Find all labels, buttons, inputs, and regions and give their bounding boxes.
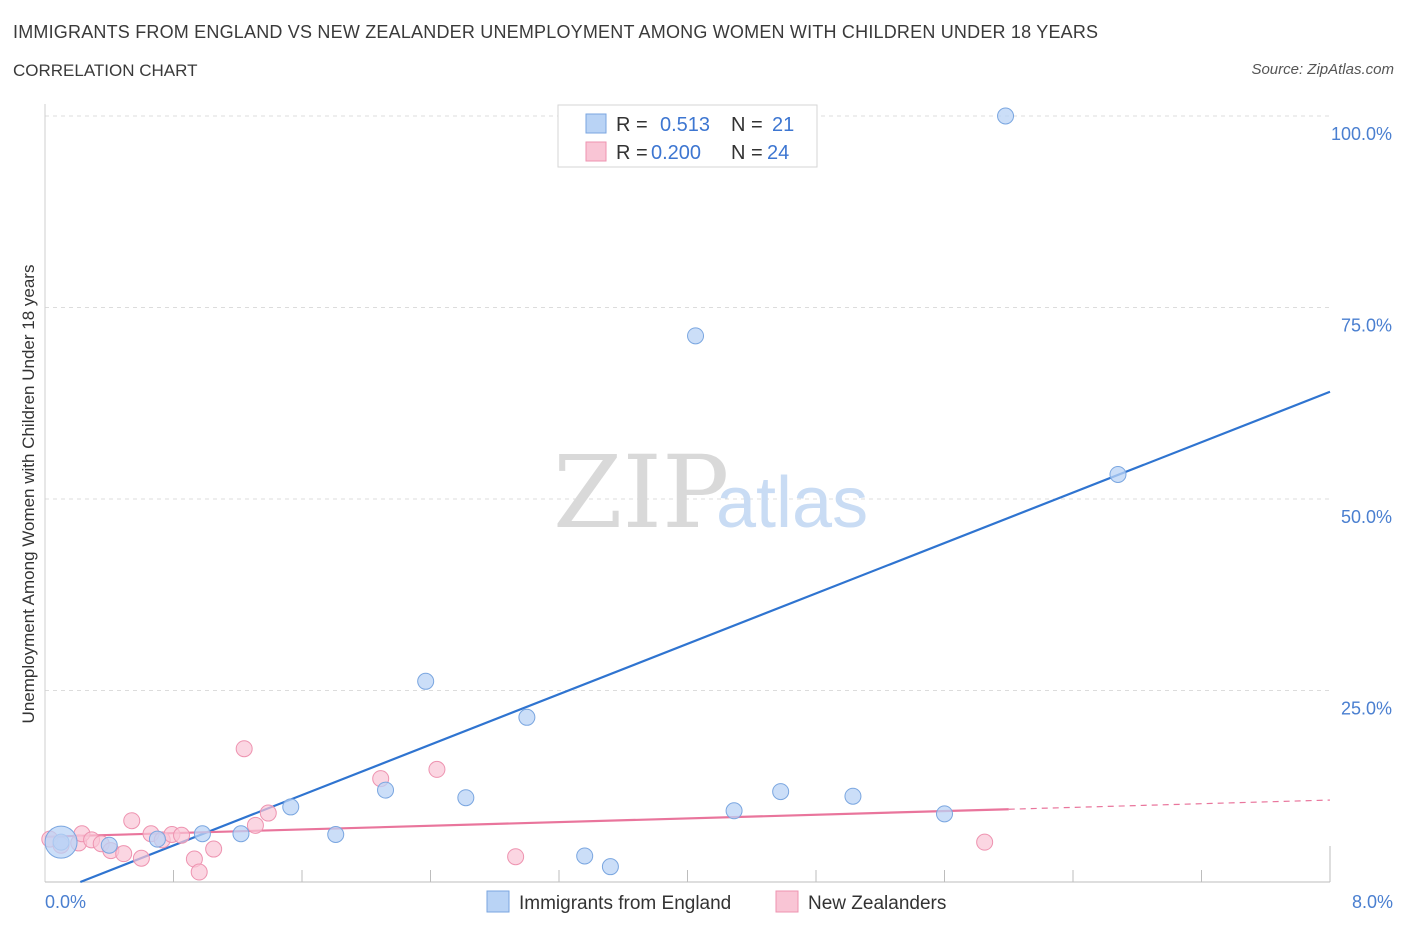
legend-r-value-nz: 0.200 [651, 142, 701, 164]
legend-n-label-nz: N = [731, 142, 763, 164]
legend-n-label-england: N = [731, 114, 763, 136]
point-nz [246, 816, 264, 834]
point-england [148, 830, 166, 848]
y-axis-label: Unemployment Among Women with Children U… [19, 265, 38, 724]
series-legend-label-england: Immigrants from England [519, 893, 731, 914]
watermark-zip: ZIP [553, 434, 729, 551]
watermark: ZIP atlas [553, 434, 868, 551]
point-nz [123, 812, 141, 830]
point-england [844, 787, 862, 805]
point-nz [132, 849, 150, 867]
chart-title: IMMIGRANTS FROM ENGLAND VS NEW ZEALANDER… [13, 22, 1099, 42]
point-nz [235, 740, 253, 758]
point-nz [190, 863, 208, 881]
data-points [41, 107, 1127, 881]
correlation-legend: R = 0.513 N = 21 R = 0.200 N = 24 [557, 104, 818, 168]
watermark-atlas: atlas [716, 463, 868, 543]
legend-n-value-nz: 24 [767, 142, 789, 164]
trendline-nz-extension [1008, 799, 1331, 810]
point-england [518, 708, 536, 726]
point-nz [507, 848, 525, 866]
source-credit: Source: ZipAtlas.com [1251, 61, 1394, 78]
point-england [997, 107, 1015, 125]
axes [44, 104, 1331, 883]
point-england [282, 798, 300, 816]
series-legend-swatch-england [486, 890, 510, 913]
point-england [601, 858, 619, 876]
point-england [232, 825, 250, 843]
legend-swatch-nz [585, 141, 607, 162]
legend-r-label-england: R = [616, 114, 648, 136]
x-tick-label-max: 8.0% [1352, 892, 1393, 912]
tick-labels: 100.0% 75.0% 50.0% 25.0% 0.0% 8.0% [45, 124, 1393, 912]
point-england [327, 826, 345, 844]
series-legend-label-nz: New Zealanders [808, 893, 946, 914]
legend-swatch-england [585, 113, 607, 134]
y-tick-label: 25.0% [1341, 699, 1392, 719]
y-tick-label: 100.0% [1331, 124, 1392, 144]
point-nz [428, 760, 446, 778]
point-england [457, 789, 475, 807]
point-nz [115, 845, 133, 863]
y-tick-label: 75.0% [1341, 316, 1392, 336]
y-tick-label: 50.0% [1341, 507, 1392, 527]
series-legend: Immigrants from England New Zealanders [486, 890, 946, 914]
point-nz [173, 826, 191, 844]
point-england [100, 836, 118, 854]
point-england [772, 783, 790, 801]
series-legend-swatch-nz [775, 890, 799, 913]
grid-lines [45, 115, 1330, 691]
point-england [936, 805, 953, 823]
chart-subtitle: CORRELATION CHART [13, 61, 198, 80]
point-england [576, 847, 594, 865]
point-nz [976, 833, 994, 851]
point-england [377, 781, 395, 799]
x-tick-label-min: 0.0% [45, 892, 86, 912]
point-england [193, 825, 211, 843]
point-england [725, 802, 743, 820]
point-england [687, 327, 705, 345]
point-england [1109, 465, 1127, 483]
point-nz [259, 804, 277, 822]
point-england [417, 672, 435, 690]
point-england-large [44, 825, 78, 859]
point-nz [205, 840, 223, 858]
legend-r-value-england: 0.513 [660, 114, 710, 136]
legend-n-value-england: 21 [772, 114, 794, 136]
legend-r-label-nz: R = [616, 142, 648, 164]
